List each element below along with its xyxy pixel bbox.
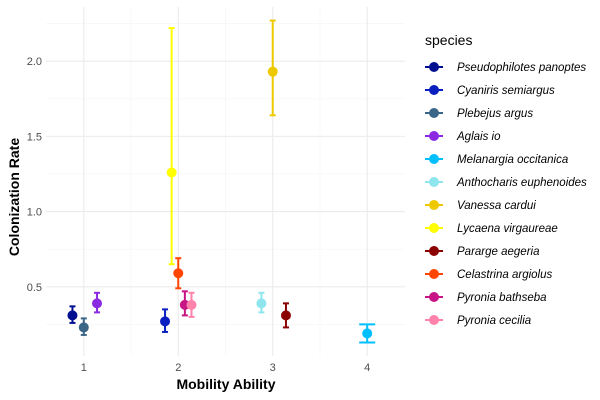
data-point <box>186 299 197 310</box>
y-tick-label: 1.0 <box>27 207 42 219</box>
y-axis-title: Colonization Rate <box>6 138 22 256</box>
series-group <box>280 302 291 329</box>
series-group <box>256 291 267 314</box>
legend-title: species <box>425 32 472 48</box>
y-tick-label: 2.0 <box>27 56 42 68</box>
data-point <box>173 268 184 279</box>
legend-label: Plebejus argus <box>457 108 533 120</box>
legend-item: Melanargia occitanica <box>425 154 568 166</box>
series-group <box>78 317 89 336</box>
legend-key-point <box>429 292 439 302</box>
data-point <box>160 316 171 327</box>
legend-key-point <box>429 108 439 118</box>
legend-key-point <box>429 223 439 233</box>
legend-label: Melanargia occitanica <box>457 154 568 166</box>
y-tick-label: 1.5 <box>27 131 42 143</box>
data-point <box>92 298 103 309</box>
legend-label: Aglais io <box>456 131 501 143</box>
legend-label: Pyronia cecilia <box>457 315 531 327</box>
legend-label: Pararge aegeria <box>457 246 539 258</box>
legend-label: Pyronia bathseba <box>457 292 547 304</box>
data-point <box>280 310 291 321</box>
x-tick-label: 1 <box>81 362 87 374</box>
series-group <box>173 257 184 290</box>
plot-marks <box>67 19 376 344</box>
series-group <box>92 291 103 314</box>
legend-key-point <box>429 85 439 95</box>
axis-ticks: 1 2 3 4 0.5 1.0 1.5 2.0 <box>27 56 371 374</box>
legend-item: Pararge aegeria <box>425 246 539 258</box>
data-point <box>67 310 78 321</box>
x-axis-title: Mobility Ability <box>176 376 275 392</box>
series-group <box>160 308 171 333</box>
legend-label: Pseudophilotes panoptes <box>457 62 586 74</box>
legend-item: Celastrina argiolus <box>425 269 552 281</box>
legend-item: Pseudophilotes panoptes <box>425 62 586 74</box>
legend-item: Cyaniris semiargus <box>425 85 555 97</box>
x-tick-label: 4 <box>364 362 370 374</box>
legend-key-point <box>429 177 439 187</box>
legend-item: Pyronia cecilia <box>425 315 531 327</box>
legend-label: Cyaniris semiargus <box>457 85 555 97</box>
legend-item: Pyronia bathseba <box>425 292 547 304</box>
legend-item: Vanessa cardui <box>425 200 536 212</box>
x-tick-label: 2 <box>175 362 181 374</box>
legend-key-point <box>429 154 439 164</box>
legend-item: Aglais io <box>425 131 501 143</box>
legend-label: Celastrina argiolus <box>457 269 552 281</box>
data-point <box>362 328 373 339</box>
x-tick-label: 3 <box>270 362 276 374</box>
series-group <box>359 323 376 344</box>
data-point <box>78 322 89 333</box>
y-tick-label: 0.5 <box>27 282 42 294</box>
legend-key-point <box>429 246 439 256</box>
legend-key-point <box>429 269 439 279</box>
legend-item: Plebejus argus <box>425 108 533 120</box>
legend-item: Lycaena virgaureae <box>425 223 558 235</box>
legend-label: Vanessa cardui <box>457 200 536 212</box>
legend-item: Anthocharis euphenoides <box>425 177 587 189</box>
series-group <box>186 291 197 318</box>
legend-label: Lycaena virgaureae <box>457 223 558 235</box>
legend-key-point <box>429 131 439 141</box>
legend-key-point <box>429 62 439 72</box>
legend-key-point <box>429 315 439 325</box>
data-point <box>267 66 278 77</box>
data-point <box>256 298 267 309</box>
series-group <box>67 305 78 324</box>
legend-key-point <box>429 200 439 210</box>
series-group <box>166 27 177 266</box>
legend-label: Anthocharis euphenoides <box>456 177 587 189</box>
series-group <box>267 19 278 117</box>
data-point <box>166 167 177 178</box>
legend: species Pseudophilotes panoptes Cyaniris … <box>425 32 587 327</box>
